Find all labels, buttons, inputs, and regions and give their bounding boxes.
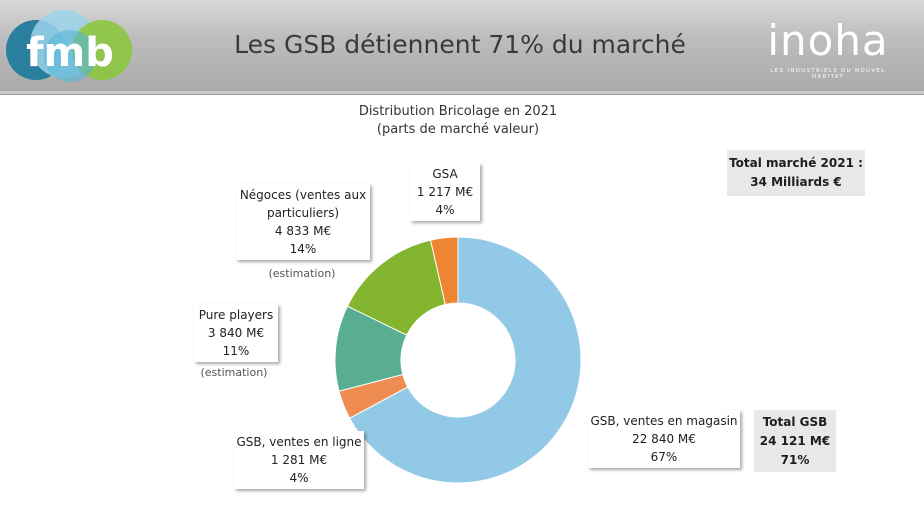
label-gsb-magasin: GSB, ventes en magasin 22 840 M€ 67% xyxy=(588,410,740,468)
label-negoces-name2: particuliers) xyxy=(266,206,340,220)
label-gsb-ligne-value: 1 281 M€ xyxy=(270,453,328,467)
page-title: Les GSB détiennent 71% du marché xyxy=(234,30,686,59)
label-pure-value: 3 840 M€ xyxy=(207,326,265,340)
label-gsb-magasin-name: GSB, ventes en magasin xyxy=(590,414,738,428)
inoha-logo-text: inoha xyxy=(767,16,889,65)
gsb-total-line2: 24 121 M€ xyxy=(759,434,831,448)
label-gsa: GSA 1 217 M€ 4% xyxy=(410,163,480,221)
label-gsa-value: 1 217 M€ xyxy=(416,185,474,199)
label-gsb-magasin-pct: 67% xyxy=(650,450,678,464)
total-market-line1: Total marché 2021 : xyxy=(729,156,863,170)
slice-gsa xyxy=(429,236,459,306)
label-gsb-magasin-value: 22 840 M€ xyxy=(632,432,696,446)
fmb-logo: fmb xyxy=(6,10,132,82)
fmb-logo-text: fmb xyxy=(26,30,114,76)
gsb-total-line1: Total GSB xyxy=(762,415,828,429)
slice-gsb-magasin xyxy=(348,236,582,484)
label-gsb-ligne: GSB, ventes en ligne 1 281 M€ 4% xyxy=(234,431,364,489)
label-pure-note: (estimation) xyxy=(200,366,268,379)
gsb-total-box: Total GSB 24 121 M€ 71% xyxy=(754,410,836,472)
label-negoces-value: 4 833 M€ xyxy=(274,224,332,238)
gsb-total-line3: 71% xyxy=(780,453,810,467)
label-negoces-pct: 14% xyxy=(289,242,317,256)
label-pure-name: Pure players xyxy=(198,308,274,322)
inoha-logo: inoha LES INDUSTRIELS DU NOUVEL HABITAT xyxy=(758,16,898,81)
inoha-logo-tagline: LES INDUSTRIELS DU NOUVEL HABITAT xyxy=(770,68,886,80)
total-market-box: Total marché 2021 : 34 Milliards € xyxy=(727,150,865,196)
label-negoces: Négoces (ventes aux particuliers) 4 833 … xyxy=(236,184,370,260)
label-gsa-pct: 4% xyxy=(435,203,455,217)
chart-title: Distribution Bricolage en 2021 xyxy=(358,104,558,119)
total-market-line2: 34 Milliards € xyxy=(750,175,842,189)
label-gsa-name: GSA xyxy=(432,167,458,181)
header-bar: fmb Les GSB détiennent 71% du marché ino… xyxy=(0,0,924,95)
label-pure-players: Pure players 3 840 M€ 11% xyxy=(194,304,278,362)
label-gsb-ligne-name: GSB, ventes en ligne xyxy=(236,435,362,449)
chart-subtitle: (parts de marché valeur) xyxy=(376,122,540,137)
label-negoces-name1: Négoces (ventes aux xyxy=(239,188,367,202)
label-gsb-ligne-pct: 4% xyxy=(289,471,309,485)
label-negoces-note: (estimation) xyxy=(268,267,336,280)
label-pure-pct: 11% xyxy=(222,344,250,358)
